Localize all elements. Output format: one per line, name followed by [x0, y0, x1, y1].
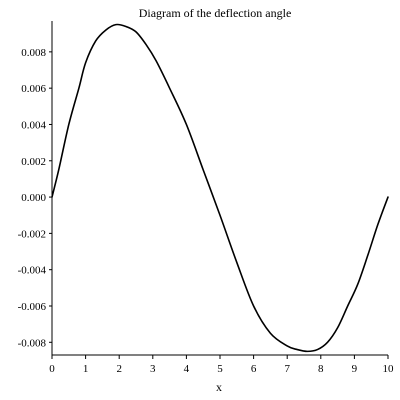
y-tick-label: 0.002 — [21, 156, 46, 168]
x-tick-label: 5 — [217, 363, 223, 375]
y-tick-label: -0.008 — [18, 337, 47, 349]
y-tick-label: 0.000 — [21, 192, 46, 204]
plot-frame — [51, 21, 388, 356]
chart-title: Diagram of the deflection angle — [139, 6, 292, 20]
y-tick-label: 0.004 — [21, 119, 46, 131]
y-tick-label: -0.006 — [18, 301, 47, 313]
y-tick-label: 0.006 — [21, 83, 46, 95]
y-axis: 0.008 0.006 0.004 0.002 0.000 -0.002 -0.004 -0.… — [18, 47, 52, 349]
x-axis: 0 1 2 3 4 5 6 7 8 9 10 — [49, 355, 394, 375]
y-tick-label: 0.008 — [21, 47, 46, 59]
x-tick-label: 0 — [49, 363, 55, 375]
x-tick-label: 7 — [284, 363, 290, 375]
x-tick-label: 8 — [318, 363, 324, 375]
x-tick-label: 1 — [83, 363, 89, 375]
x-tick-label: 9 — [352, 363, 358, 375]
y-tick-label: -0.002 — [18, 228, 46, 240]
series-line — [51, 23, 389, 353]
x-tick-label: 6 — [251, 363, 257, 375]
y-tick-label: -0.004 — [18, 265, 47, 277]
x-tick-label: 10 — [383, 363, 395, 375]
x-tick-label: 3 — [150, 363, 156, 375]
x-tick-label: 4 — [184, 363, 190, 375]
x-tick-label: 2 — [116, 363, 122, 375]
x-axis-label: x — [216, 380, 222, 394]
series-group — [51, 23, 389, 353]
